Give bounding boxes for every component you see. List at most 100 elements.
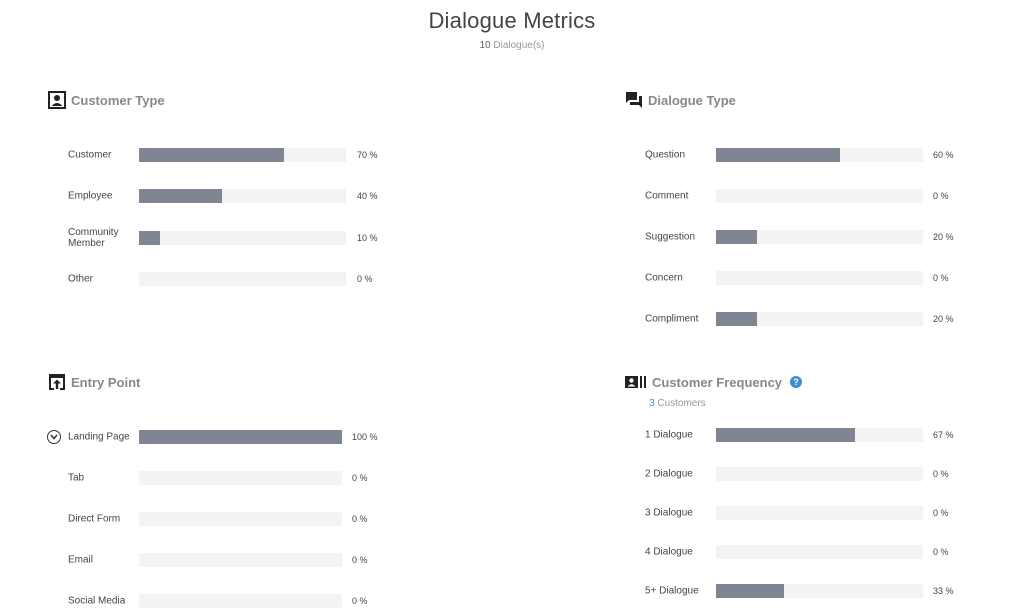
row-percent: 33 % — [933, 586, 954, 596]
customer-type-row-other: Other 0 % — [68, 272, 398, 286]
bar-fill — [139, 148, 284, 162]
frequency-row-2: 2 Dialogue 0 % — [645, 467, 985, 481]
row-label: Question — [645, 149, 686, 161]
row-label: Tab — [68, 472, 85, 484]
row-label: Employee — [68, 190, 113, 202]
row-percent: 0 % — [933, 273, 949, 283]
row-label: Concern — [645, 272, 683, 284]
bar-track — [139, 553, 342, 567]
bar-track — [139, 189, 346, 203]
row-percent: 0 % — [352, 473, 368, 483]
row-label: Social Media — [68, 595, 126, 607]
row-percent: 40 % — [357, 191, 378, 201]
customer-count: 3 Customers — [649, 398, 706, 409]
bar-track — [716, 584, 923, 598]
bar-track — [716, 428, 923, 442]
bar-fill — [716, 230, 758, 244]
row-percent: 20 % — [933, 314, 954, 324]
dialogue-type-title: Dialogue Type — [648, 92, 736, 108]
row-label: Email — [68, 554, 94, 566]
bar-fill — [716, 584, 785, 598]
row-percent: 60 % — [933, 150, 954, 160]
bar-track — [139, 430, 342, 444]
dialogue-type-row-compliment: Compliment 20 % — [645, 312, 985, 326]
frequency-row-5plus: 5+ Dialogue 33 % — [645, 584, 985, 598]
bar-fill — [139, 430, 342, 444]
customer-type-header: Customer Type — [48, 90, 165, 110]
row-label: Compliment — [645, 313, 699, 325]
bar-track — [716, 545, 923, 559]
row-label: Direct Form — [68, 513, 121, 525]
help-icon[interactable]: ? — [790, 376, 803, 388]
customer-frequency-header: Customer Frequency ? — [625, 372, 803, 392]
dialogue-count-number: 10 — [479, 40, 491, 51]
row-percent: 20 % — [933, 232, 954, 242]
upload-box-icon — [48, 373, 66, 391]
bar-track — [716, 467, 923, 481]
row-percent: 0 % — [933, 469, 949, 479]
frequency-row-1: 1 Dialogue 67 % — [645, 428, 985, 442]
person-card-icon — [48, 91, 66, 109]
bar-track — [716, 312, 923, 326]
row-percent: 0 % — [352, 514, 368, 524]
entry-point-row-social-media: Social Media 0 % — [68, 594, 408, 608]
contact-list-icon — [625, 373, 647, 391]
customer-type-row-employee: Employee 40 % — [68, 189, 398, 203]
bar-fill — [716, 428, 855, 442]
entry-point-row-email: Email 0 % — [68, 553, 408, 567]
bar-track — [716, 148, 923, 162]
row-percent: 67 % — [933, 430, 954, 440]
bar-track — [139, 148, 346, 162]
row-label: Landing Page — [68, 431, 130, 443]
bar-fill — [716, 312, 758, 326]
row-percent: 100 % — [352, 432, 378, 442]
entry-point-section: Entry Point Landing Page 100 % Tab 0 % D… — [47, 372, 448, 612]
customer-type-row-community-member: Community Member 10 % — [68, 227, 398, 249]
bar-track — [716, 189, 923, 203]
entry-point-row-landing-page[interactable]: Landing Page 100 % — [47, 430, 408, 444]
dialogue-type-row-concern: Concern 0 % — [645, 271, 985, 285]
entry-point-row-tab: Tab 0 % — [68, 471, 408, 485]
row-percent: 0 % — [933, 508, 949, 518]
row-percent: 10 % — [357, 233, 378, 243]
page-title: Dialogue Metrics — [428, 8, 596, 33]
row-label: Other — [68, 273, 94, 285]
dialogue-count: 10 Dialogue(s) — [0, 40, 1024, 51]
bar-track — [139, 471, 342, 485]
customer-count-label: Customers — [654, 398, 706, 409]
chevron-down-icon[interactable] — [47, 430, 61, 444]
frequency-row-4: 4 Dialogue 0 % — [645, 545, 985, 559]
dialogue-count-label: Dialogue(s) — [490, 40, 545, 51]
entry-point-title: Entry Point — [71, 374, 141, 390]
row-label: 3 Dialogue — [645, 507, 693, 519]
bar-track — [139, 594, 342, 608]
dialogue-type-row-suggestion: Suggestion 20 % — [645, 230, 985, 244]
row-label: 4 Dialogue — [645, 546, 693, 558]
chat-bubbles-icon — [625, 91, 643, 109]
row-percent: 0 % — [352, 555, 368, 565]
bar-track — [716, 230, 923, 244]
bar-fill — [139, 189, 222, 203]
row-label: 1 Dialogue — [645, 429, 693, 441]
dialogue-type-section: Dialogue Type Question 60 % Comment 0 % … — [625, 90, 1005, 335]
customer-type-section: Customer Type Customer 70 % Employee 40 … — [48, 90, 448, 300]
customer-type-title: Customer Type — [71, 92, 165, 108]
row-percent: 0 % — [933, 547, 949, 557]
bar-fill — [716, 148, 841, 162]
row-percent: 70 % — [357, 150, 378, 160]
entry-point-header: Entry Point — [48, 372, 140, 392]
frequency-row-3: 3 Dialogue 0 % — [645, 506, 985, 520]
bar-track — [716, 271, 923, 285]
dialogue-type-row-question: Question 60 % — [645, 148, 985, 162]
row-label: Suggestion — [645, 231, 696, 243]
row-label: Customer — [68, 149, 112, 161]
bar-track — [139, 272, 346, 286]
row-percent: 0 % — [357, 274, 373, 284]
customer-count-number: 3 — [649, 398, 655, 409]
row-label: Comment — [645, 190, 689, 202]
row-label: Community Member — [68, 227, 119, 249]
bar-fill — [139, 231, 160, 245]
row-percent: 0 % — [352, 596, 368, 606]
customer-frequency-section: Customer Frequency ? 3 Customers 1 Dialo… — [625, 372, 1005, 612]
entry-point-row-direct-form: Direct Form 0 % — [68, 512, 408, 526]
